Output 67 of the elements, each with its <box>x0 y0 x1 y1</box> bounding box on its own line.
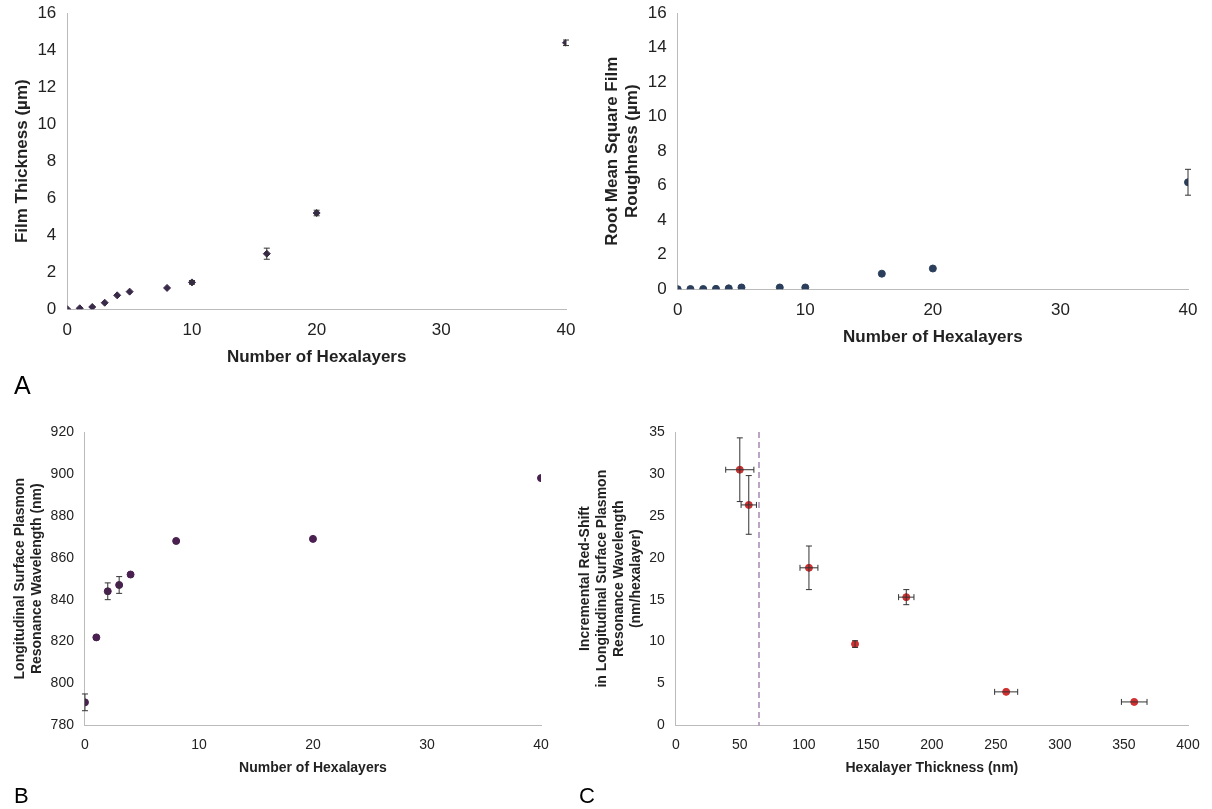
x-tick-label: 20 <box>923 300 943 320</box>
y-tick-label: 10 <box>649 632 665 649</box>
y-tick-label: 8 <box>46 150 57 170</box>
y-axis-title: Incremental Red-Shift in Longitudinal Surface Plasmon Resonance Wavelength (nm/hexalayer) <box>576 469 643 688</box>
y-axis-title: Root Mean Square Film Roughness (µm) <box>601 56 642 246</box>
x-tick-label: 40 <box>533 735 549 752</box>
y-tick-label: 6 <box>657 175 667 195</box>
y-tick-label: 8 <box>657 140 667 160</box>
x-tick-label: 350 <box>1112 735 1136 752</box>
x-tick-label: 0 <box>672 300 683 320</box>
x-axis-title: Number of Hexalayers <box>843 327 1023 347</box>
x-tick-label: 40 <box>1178 300 1198 320</box>
y-tick-label: 920 <box>50 422 75 439</box>
x-tick-label: 30 <box>431 320 451 340</box>
y-tick-label: 780 <box>50 716 75 733</box>
x-tick-label: 10 <box>182 320 202 340</box>
y-tick-label: 12 <box>37 76 57 96</box>
text: C <box>579 783 595 809</box>
x-tick-label: 20 <box>305 735 321 752</box>
x-tick-label: 40 <box>556 320 576 340</box>
y-tick-label: 16 <box>37 2 57 22</box>
y-tick-label: 4 <box>657 209 667 229</box>
y-tick-label: 14 <box>37 39 57 59</box>
x-tick-label: 50 <box>732 735 748 752</box>
x-tick-label: 0 <box>81 735 90 752</box>
y-tick-label: 10 <box>647 106 667 126</box>
y-tick-label: 20 <box>649 548 665 565</box>
y-axis-title: Film Thickness (µm) <box>11 79 31 244</box>
text: A <box>14 371 31 400</box>
y-tick-label: 30 <box>649 464 665 481</box>
y-tick-label: 6 <box>46 187 57 207</box>
y-tick-label: 2 <box>46 261 57 281</box>
y-tick-label: 25 <box>649 506 665 523</box>
y-tick-label: 5 <box>656 674 665 691</box>
y-tick-label: 35 <box>649 422 665 439</box>
x-tick-label: 20 <box>307 320 327 340</box>
x-tick-label: 30 <box>1050 300 1070 320</box>
y-tick-label: 0 <box>657 278 667 298</box>
y-tick-label: 15 <box>649 590 665 607</box>
y-tick-label: 900 <box>50 464 75 481</box>
y-tick-label: 880 <box>50 506 75 523</box>
x-tick-label: 30 <box>419 735 435 752</box>
text: B <box>14 783 29 809</box>
x-tick-label: 100 <box>792 735 816 752</box>
x-tick-label: 150 <box>856 735 880 752</box>
y-axis-title: Longitudinal Surface Plasmon Resonance Wavelength (nm) <box>11 477 45 680</box>
y-tick-label: 0 <box>656 716 665 733</box>
x-axis-title: Number of Hexalayers <box>226 347 407 367</box>
y-tick-label: 12 <box>647 71 667 91</box>
y-tick-label: 860 <box>50 548 75 565</box>
y-tick-label: 10 <box>37 113 57 133</box>
x-axis-title: Number of Hexalayers <box>239 759 388 776</box>
y-tick-label: 16 <box>647 2 667 22</box>
y-tick-label: 14 <box>647 37 667 57</box>
x-tick-label: 10 <box>191 735 207 752</box>
y-tick-label: 2 <box>657 244 667 264</box>
x-tick-label: 200 <box>920 735 944 752</box>
x-tick-label: 0 <box>671 735 680 752</box>
x-axis-title: Hexalayer Thickness (nm) <box>845 759 1019 776</box>
x-tick-label: 400 <box>1176 735 1200 752</box>
x-tick-label: 250 <box>984 735 1008 752</box>
y-tick-label: 840 <box>50 590 75 607</box>
x-tick-label: 300 <box>1048 735 1072 752</box>
y-tick-label: 820 <box>50 632 75 649</box>
y-tick-label: 4 <box>46 224 57 244</box>
x-tick-label: 10 <box>795 300 815 320</box>
y-tick-label: 800 <box>50 674 75 691</box>
